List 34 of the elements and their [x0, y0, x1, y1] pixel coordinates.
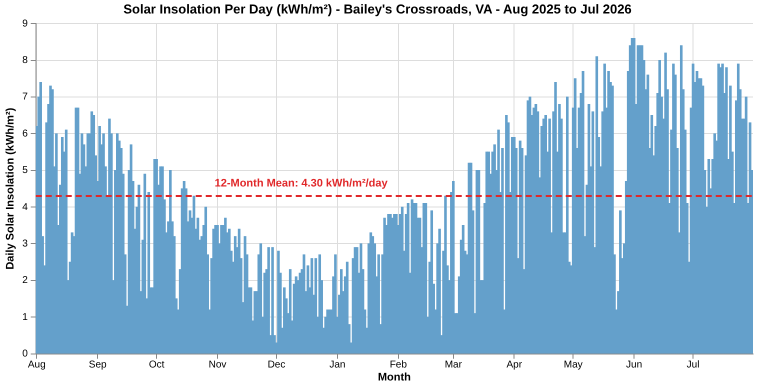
x-tick-label: Apr [506, 360, 523, 371]
bar [271, 247, 274, 354]
x-tick-label: Sep [88, 360, 107, 371]
y-tick-label: 7 [22, 92, 28, 103]
x-tick-label: May [564, 360, 583, 371]
x-tick-label: Dec [268, 360, 286, 371]
y-tick-label: 1 [22, 312, 28, 323]
y-tick-label: 3 [22, 238, 28, 250]
x-tick-label: Jul [686, 360, 700, 371]
ref-line-label: 12-Month Mean: 4.30 kWh/m²/day [214, 178, 388, 190]
x-tick-label: Jun [626, 360, 642, 371]
x-tick-label: Aug [28, 360, 46, 371]
bar [444, 196, 447, 354]
y-tick-label: 6 [22, 128, 28, 140]
y-tick-label: 5 [22, 165, 28, 176]
y-tick-label: 0 [22, 348, 28, 360]
y-axis-title: Daily Solar Insolation (kWh/m²) [4, 107, 17, 270]
y-tick-label: 9 [22, 18, 28, 30]
y-tick-label: 2 [22, 275, 28, 286]
x-tick-label: Oct [148, 360, 165, 371]
x-tick-label: Nov [208, 360, 226, 371]
x-tick-label: Feb [390, 360, 408, 371]
x-tick-label: Jan [329, 360, 346, 371]
bar [611, 86, 614, 354]
bar [452, 181, 455, 354]
bar [302, 254, 306, 354]
x-tick-label: Mar [444, 360, 463, 371]
bar [438, 228, 441, 354]
bar [267, 247, 270, 354]
bar [582, 70, 584, 354]
x-axis-title: Month [378, 371, 412, 384]
y-tick-label: 4 [22, 202, 28, 213]
chart-title: Solar Insolation Per Day (kWh/m²) - Bailey's Crossroads, VA - Aug 2025 to Jul 2026 [123, 1, 632, 16]
y-tick-label: 8 [22, 55, 28, 66]
